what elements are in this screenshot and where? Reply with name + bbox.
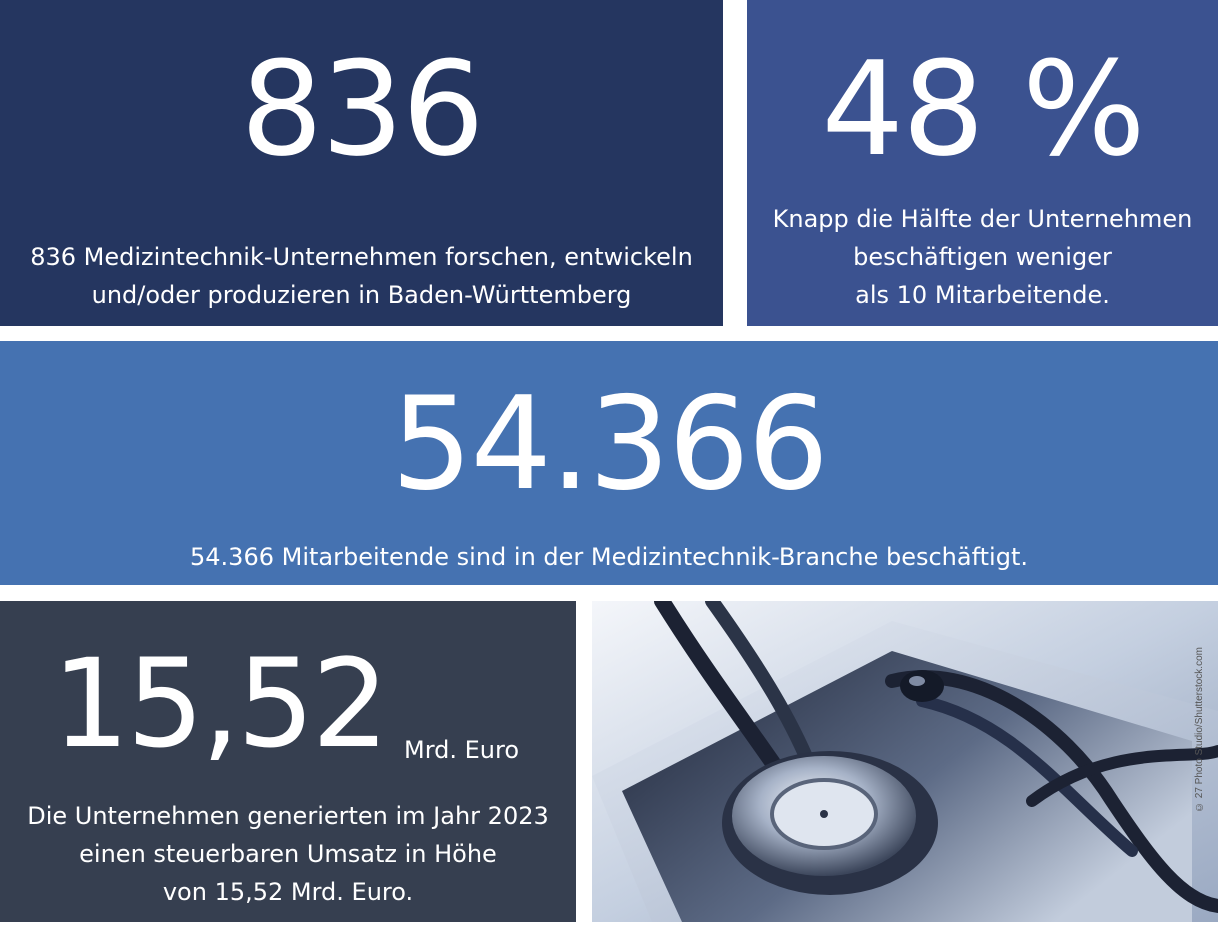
- stethoscope-illustration: [592, 601, 1218, 922]
- stat-unit-revenue: Mrd. Euro: [404, 736, 520, 764]
- stat-value-companies: 836: [240, 33, 484, 185]
- description-line: 836 Medizintechnik-Unternehmen forschen,…: [30, 243, 693, 271]
- stat-tile-small-companies: 48 % Knapp die Hälfte der Unternehmen be…: [747, 0, 1218, 326]
- stat-tile-revenue: 15,52 Mrd. Euro Die Unternehmen generier…: [0, 601, 576, 922]
- description-line: 54.366 Mitarbeitende sind in der Medizin…: [190, 543, 1028, 571]
- description-line: einen steuerbaren Umsatz in Höhe: [79, 840, 497, 868]
- stat-description-small-companies: Knapp die Hälfte der Unternehmen beschäf…: [747, 200, 1218, 314]
- stethoscope-photo: [592, 601, 1218, 922]
- stat-value-small-companies: 48 %: [821, 33, 1145, 185]
- stat-description-companies: 836 Medizintechnik-Unternehmen forschen,…: [0, 238, 723, 314]
- stat-value-revenue: 15,52: [52, 633, 389, 775]
- photo-credit: © 27 Photo Studio/Shutterstock.com: [1194, 647, 1205, 812]
- stat-tile-companies: 836 836 Medizintechnik-Unternehmen forsc…: [0, 0, 723, 326]
- stat-value-employees: 54.366: [391, 370, 829, 519]
- description-line: und/oder produzieren in Baden-Württember…: [91, 281, 632, 309]
- description-line: Knapp die Hälfte der Unternehmen: [772, 205, 1193, 233]
- stat-description-employees: 54.366 Mitarbeitende sind in der Medizin…: [0, 538, 1218, 576]
- description-line: Die Unternehmen generierten im Jahr 2023: [27, 802, 549, 830]
- description-line: von 15,52 Mrd. Euro.: [162, 878, 414, 906]
- description-line: als 10 Mitarbeitende.: [855, 281, 1110, 309]
- description-line: beschäftigen weniger: [853, 243, 1112, 271]
- stat-tile-employees: 54.366 54.366 Mitarbeitende sind in der …: [0, 341, 1218, 585]
- stat-description-revenue: Die Unternehmen generierten im Jahr 2023…: [0, 797, 576, 911]
